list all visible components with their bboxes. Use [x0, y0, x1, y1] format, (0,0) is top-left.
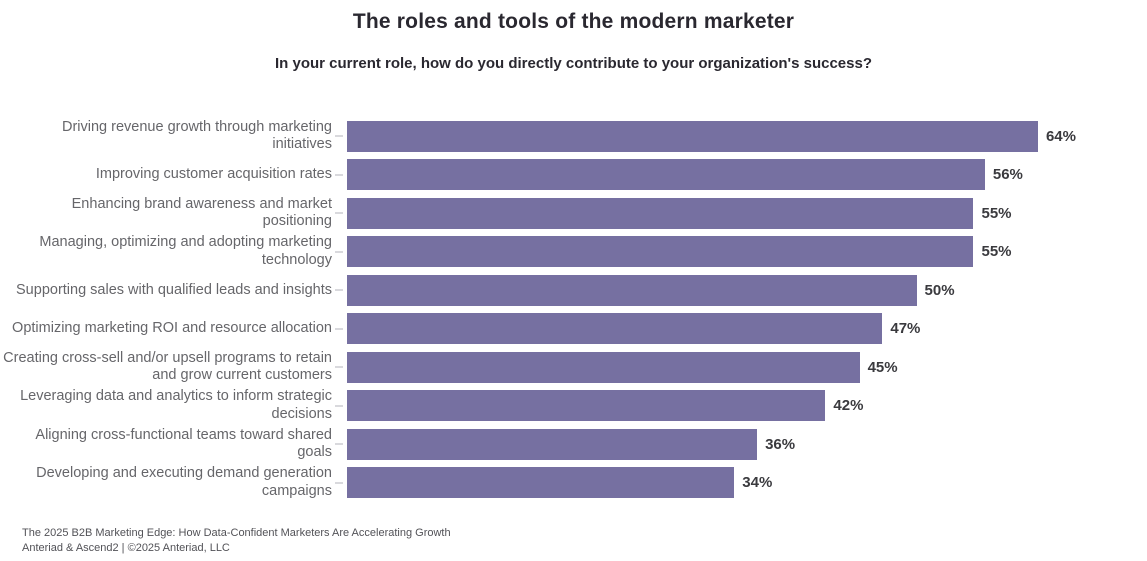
bar-track: 47% [347, 313, 1076, 345]
axis-tick [335, 212, 343, 215]
bar-track: 45% [347, 351, 1076, 383]
bar [347, 120, 1038, 152]
chart-row: Developing and executing demand generati… [0, 464, 1147, 503]
source-line-1: The 2025 B2B Marketing Edge: How Data-Co… [22, 527, 451, 539]
chart-row: Driving revenue growth through marketing… [0, 117, 1147, 156]
source-line-2: Anteriad & Ascend2 | ©2025 Anteriad, LLC [22, 542, 230, 554]
chart-row: Improving customer acquisition rates 56% [0, 156, 1147, 195]
bar-track: 56% [347, 159, 1076, 191]
axis-tick [335, 404, 343, 407]
bar [347, 351, 860, 383]
axis-tick [335, 481, 343, 484]
axis-tick [335, 135, 343, 138]
source-note: The 2025 B2B Marketing Edge: How Data-Co… [22, 526, 451, 556]
category-label: Enhancing brand awareness and market pos… [71, 195, 332, 230]
value-label: 64% [1045, 127, 1076, 145]
axis-tick [335, 289, 343, 292]
value-label: 45% [867, 358, 898, 376]
chart-subtitle: In your current role, how do you directl… [275, 55, 872, 72]
category-label: Managing, optimizing and adopting market… [39, 234, 332, 268]
axis-tick [335, 443, 343, 446]
bar [347, 467, 735, 499]
bar-chart: Driving revenue growth through marketing… [0, 117, 1147, 502]
value-label: 42% [833, 397, 864, 415]
category-label: Creating cross-sell and/or upsell progra… [3, 349, 332, 384]
category-label: Developing and executing demand generati… [36, 465, 332, 499]
value-label: 55% [981, 204, 1012, 222]
chart-row: Creating cross-sell and/or upsell progra… [0, 348, 1147, 387]
value-label: 56% [992, 166, 1023, 184]
chart-row: Optimizing marketing ROI and resource al… [0, 310, 1147, 349]
value-label: 55% [981, 243, 1012, 261]
chart-row: Managing, optimizing and adopting market… [0, 233, 1147, 272]
axis-tick [335, 327, 343, 330]
bar [347, 274, 917, 306]
bar-track: 55% [347, 236, 1076, 268]
category-label: Optimizing marketing ROI and resource al… [12, 320, 332, 336]
bar-track: 36% [347, 428, 1076, 460]
bar [347, 313, 883, 345]
axis-tick [335, 250, 343, 253]
chart-row: Enhancing brand awareness and market pos… [0, 194, 1147, 233]
value-label: 36% [765, 435, 796, 453]
value-label: 47% [890, 320, 921, 338]
value-label: 50% [924, 281, 955, 299]
category-label: Leveraging data and analytics to inform … [20, 388, 332, 422]
bar-track: 55% [347, 197, 1076, 229]
bar-track: 42% [347, 390, 1076, 422]
category-label: Driving revenue growth through marketing… [62, 118, 332, 153]
category-label: Aligning cross-functional teams toward s… [35, 426, 332, 461]
bar-track: 64% [347, 120, 1076, 152]
chart-title: The roles and tools of the modern market… [352, 10, 795, 33]
bar [347, 236, 974, 268]
bar [347, 390, 826, 422]
axis-tick [335, 173, 343, 176]
axis-tick [335, 366, 343, 369]
category-label: Supporting sales with qualified leads an… [16, 281, 332, 298]
category-label: Improving customer acquisition rates [95, 166, 332, 182]
chart-row: Leveraging data and analytics to inform … [0, 387, 1147, 426]
bar [347, 197, 974, 229]
chart-row: Aligning cross-functional teams toward s… [0, 425, 1147, 464]
bar-track: 34% [347, 467, 1076, 499]
bar-track: 50% [347, 274, 1076, 306]
value-label: 34% [742, 474, 773, 492]
chart-row: Supporting sales with qualified leads an… [0, 271, 1147, 310]
bar [347, 428, 758, 460]
bar [347, 159, 985, 191]
